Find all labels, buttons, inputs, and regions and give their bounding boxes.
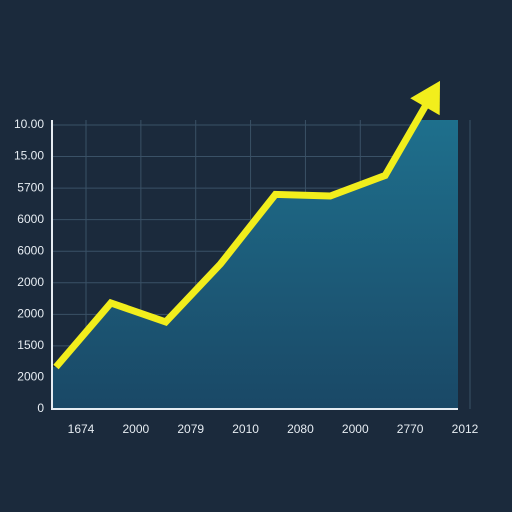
y-tick-label: 5700 — [17, 180, 44, 194]
x-tick-label: 2079 — [177, 422, 204, 436]
y-tick-label: 6000 — [17, 212, 44, 226]
x-tick-label: 2770 — [397, 422, 424, 436]
y-tick-label: 0 — [37, 401, 44, 415]
x-tick-label: 2080 — [287, 422, 314, 436]
x-tick-label: 2012 — [452, 422, 479, 436]
x-tick-label: 1674 — [68, 422, 95, 436]
y-tick-label: 2000 — [17, 307, 44, 321]
arrow-head — [410, 80, 440, 116]
y-tick-label: 15.00 — [14, 149, 44, 163]
x-tick-label: 2010 — [232, 422, 259, 436]
x-tick-label: 2000 — [123, 422, 150, 436]
y-tick-label: 6000 — [17, 243, 44, 257]
area — [52, 120, 458, 409]
line — [53, 96, 434, 370]
y-tick-label: 2000 — [17, 275, 44, 289]
x-tick-label: 2000 — [342, 422, 369, 436]
y-tick-label: 2000 — [17, 370, 44, 384]
y-tick-label: 10.00 — [14, 117, 44, 131]
y-tick-label: 1500 — [17, 338, 44, 352]
